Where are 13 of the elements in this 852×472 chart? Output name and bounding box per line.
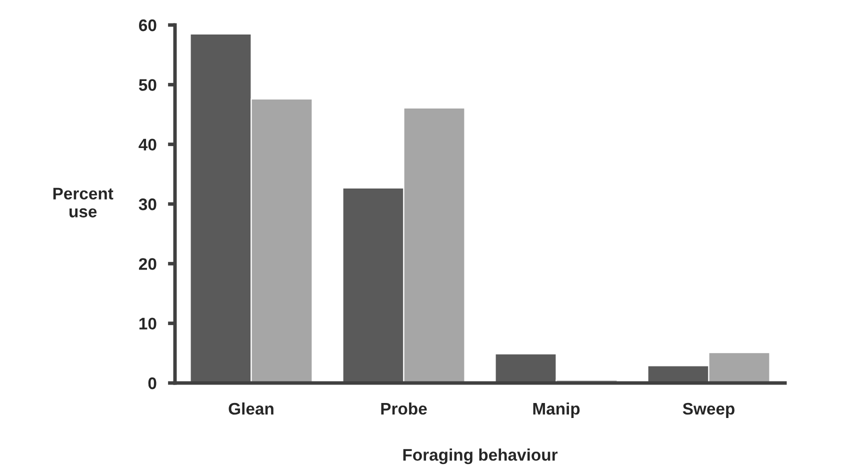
y-tick-label: 40 [138,138,156,151]
y-tick-label: 50 [138,79,156,91]
y-tick-label: 10 [139,318,156,330]
y-tick-label: 30 [138,198,156,210]
x-tick-label: Manip [533,402,580,418]
x-axis-title: Foraging behaviour [403,448,558,464]
x-tick-label: Glean [228,402,274,415]
y-tick-label: 20 [138,258,156,270]
y-axis-title: Percent use [53,188,114,218]
y-tick-label: 0 [148,377,156,390]
x-tick-label: Sweep [682,402,734,418]
x-tick-label: Probe [381,402,427,415]
y-tick-label: 60 [139,19,156,32]
